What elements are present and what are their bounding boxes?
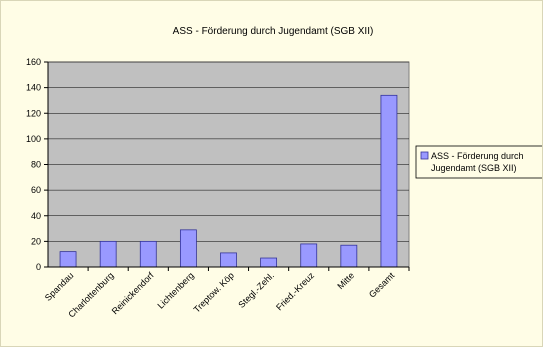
x-category-label: Spandau [43,270,76,303]
legend-line-2: Jugendamt (SGB XII) [431,163,517,173]
y-axis: 0 20 40 60 80 100 120 140 160 [26,57,49,272]
legend-box [415,145,542,179]
y-tick-label: 80 [31,160,41,170]
x-category-label: Treptow. Köp [192,270,236,314]
x-category-label: Fried.-Kreuz [274,270,316,312]
bar [179,229,197,268]
bar [340,244,358,268]
x-category-label: Gesamt [367,270,397,300]
y-tick-label: 100 [26,134,41,144]
x-category-label: Lichtenberg [155,270,195,310]
bar [260,257,278,268]
y-tick-label: 160 [26,57,41,67]
legend-swatch [420,151,429,160]
x-category-label: Stegl.-Zehl. [236,270,276,310]
bar [220,252,237,268]
chart-title: ASS - Förderung durch Jugendamt (SGB XII… [173,26,374,37]
y-tick-label: 120 [26,108,41,118]
y-tick-label: 140 [26,83,41,93]
y-tick-label: 20 [31,236,41,246]
x-category-label: Reinickendorf [110,270,156,316]
bar [380,94,398,268]
bar [139,240,157,268]
bar [99,240,117,268]
y-tick-label: 60 [31,185,41,195]
y-tick-label: 0 [36,262,41,272]
y-tick-label: 40 [31,211,41,221]
legend: ASS - Förderung durch Jugendamt (SGB XII… [415,145,542,179]
legend-line-1: ASS - Förderung durch [431,151,524,161]
bar [59,251,77,268]
x-category-label: Mitte [335,270,356,291]
bar [300,243,318,268]
